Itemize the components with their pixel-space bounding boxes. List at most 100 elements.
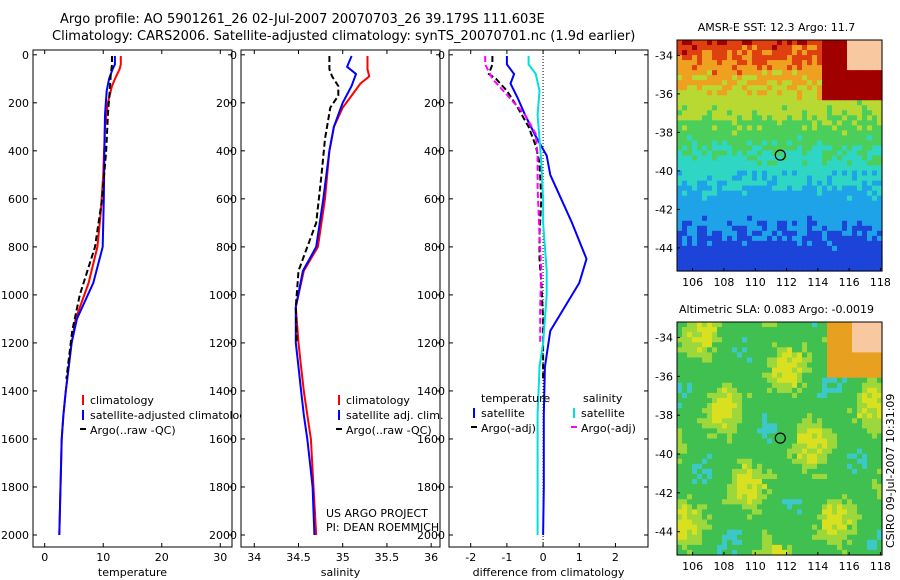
sst_map-cell [852, 250, 858, 257]
sla_map-cell [727, 458, 733, 465]
sst_map-cell [702, 180, 708, 187]
sla_map-cell [722, 539, 728, 546]
sla_map-cell [832, 397, 838, 404]
sla_map-cell [787, 367, 793, 374]
sst_map-cell [712, 105, 718, 111]
sst_map-cell [712, 155, 718, 162]
sst_map-cell [727, 90, 733, 96]
sst_map-cell [722, 130, 728, 137]
sst_map-cell [827, 165, 833, 172]
sst_map-cell [837, 265, 843, 272]
sst_map-cell [752, 140, 758, 147]
sst_map-cell [872, 230, 878, 237]
sla_map-cell [787, 382, 793, 389]
sla_map-cell [807, 549, 813, 556]
sla_map-cell [862, 392, 868, 399]
sst_map-cell [677, 85, 683, 91]
sla_map-cell [687, 494, 693, 500]
sst_map-cell [722, 50, 728, 56]
sla_map-cell [787, 438, 793, 445]
sla_map-cell [762, 484, 768, 490]
sst_map-cell [807, 215, 813, 222]
sst_map-cell [877, 110, 883, 116]
sst_map-cell [812, 135, 818, 142]
sst_map-cell [852, 180, 858, 187]
sst_map-cell [797, 185, 803, 192]
sla_map-cell [852, 428, 858, 435]
temp-xlabel: temperature [98, 566, 167, 579]
sst_map-cell [732, 40, 738, 46]
sla_map-cell [797, 458, 803, 465]
sst_map-cell [802, 100, 808, 106]
sst_map-cell [747, 145, 753, 152]
temp-ytick-label: 1000 [1, 289, 29, 302]
sst_map-cell [847, 225, 853, 232]
sst_map-cell [787, 240, 793, 247]
sla_map-cell [777, 463, 783, 470]
sst_map-cell [692, 160, 698, 167]
sla_map-cell [822, 382, 828, 389]
sst_map-cell [692, 240, 698, 247]
sla_map-cell [677, 484, 683, 490]
sla_map-cell [822, 357, 828, 364]
sst_map-cell [807, 115, 813, 121]
diff-xtick-label: 0 [540, 551, 547, 564]
sla_map-cell [847, 489, 853, 495]
sla_map-cell [772, 539, 778, 546]
sst_map-cell [837, 210, 843, 217]
sla_map-cell [822, 347, 828, 353]
sla_map-cell [737, 408, 743, 414]
sst_map-cell [702, 55, 708, 61]
sla_map-cell [752, 413, 758, 419]
sst_map-cell [797, 235, 803, 242]
sla_map-cell [867, 473, 873, 480]
sla_map-cell [852, 382, 858, 389]
sst_map-cell [817, 140, 823, 147]
sla_map-cell [812, 514, 818, 521]
sla_map-cell [842, 397, 848, 404]
sst_map-cell [702, 195, 708, 202]
sla_map-cell [877, 484, 883, 490]
sst_map-cell [732, 210, 738, 217]
sst_map-cell [687, 200, 693, 207]
sla_map-cell [797, 524, 803, 531]
sst_map-cell [727, 225, 733, 232]
sst_map-cell [702, 255, 708, 262]
sla_map-cell [842, 479, 848, 485]
sla_map-cell [872, 544, 878, 551]
sst_map-cell [677, 245, 683, 252]
sst_map-cell [867, 85, 873, 91]
sst_map-cell [707, 80, 713, 86]
sla_map-cell [772, 549, 778, 556]
sla_map-cell [677, 529, 683, 536]
sla_map-cell [767, 479, 773, 485]
sst_map-cell [682, 155, 688, 162]
sla_map-cell [677, 479, 683, 485]
sst_map-cell [747, 220, 753, 227]
sst_map-cell [747, 90, 753, 96]
sla_map-cell [692, 352, 698, 359]
sst_map-cell [827, 40, 833, 46]
sst_map-cell [677, 90, 683, 96]
sst_map-cell [742, 170, 748, 177]
sst_map-cell [747, 160, 753, 167]
sst_map-cell [712, 85, 718, 91]
sla_map-cell [742, 337, 748, 343]
sla_map-cell [712, 443, 718, 450]
sla_map-cell [737, 423, 743, 429]
sla_map-cell [872, 362, 878, 369]
sst_map-cell [867, 95, 873, 101]
sla_map-cell [787, 468, 793, 475]
sst_map-cell [782, 130, 788, 137]
sst_map-cell [812, 80, 818, 86]
sst_map-cell [847, 115, 853, 121]
sla_map-cell [752, 473, 758, 480]
sst_map-cell [747, 150, 753, 157]
sla_map-cell [817, 403, 823, 409]
sla_map-cell [857, 458, 863, 465]
sla_map-cell [737, 382, 743, 389]
sst_map-cell [827, 160, 833, 167]
sla_map-cell [747, 463, 753, 470]
sla_map-cell [707, 372, 713, 379]
sla_map-cell [872, 438, 878, 445]
